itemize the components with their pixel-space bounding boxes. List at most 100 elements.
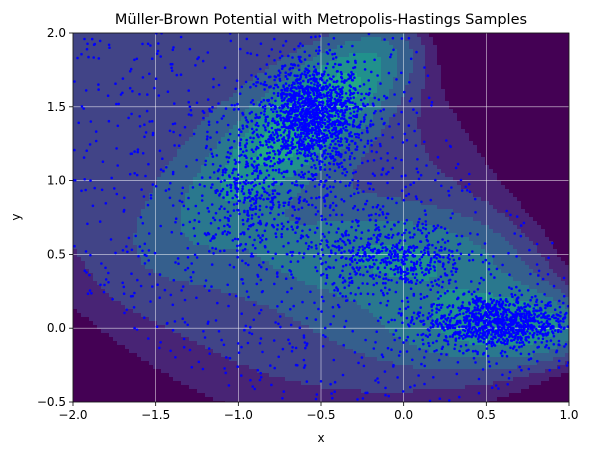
contour-cell [145,213,150,218]
contour-cell [261,373,266,378]
contour-cell [233,349,238,354]
contour-cell [217,189,222,194]
contour-cell [121,385,126,390]
contour-cell [173,301,178,306]
contour-cell [281,153,286,158]
contour-cell [233,137,238,142]
contour-cell [165,181,170,186]
contour-cell [265,201,270,206]
contour-cell [257,93,262,98]
contour-cell [217,149,222,154]
contour-cell [101,333,106,338]
contour-cell [181,181,186,186]
contour-cell [153,265,158,270]
contour-cell [157,153,162,158]
contour-cell [277,333,282,338]
contour-cell [89,245,94,250]
contour-cell [137,393,142,398]
contour-cell [173,213,178,218]
contour-cell [137,365,142,370]
contour-cell [229,381,234,386]
contour-cell [137,117,142,122]
contour-cell [221,181,226,186]
contour-cell [141,217,146,222]
contour-cell [177,177,182,182]
contour-cell [141,301,146,306]
contour-cell [149,173,154,178]
contour-cell [109,261,114,266]
contour-cell [237,257,242,262]
contour-cell [77,369,82,374]
contour-cell [269,253,274,258]
contour-cell [85,145,90,150]
contour-cell [209,173,214,178]
contour-cell [101,133,106,138]
contour-cell [157,141,162,146]
contour-cell [121,345,126,350]
contour-cell [201,401,206,402]
contour-cell [281,393,286,398]
contour-cell [73,113,78,118]
contour-cell [169,37,174,42]
contour-cell [133,277,138,282]
contour-cell [197,257,202,262]
contour-cell [197,221,202,226]
contour-cell [193,245,198,250]
contour-cell [177,69,182,74]
contour-cell [117,41,122,46]
contour-cell [261,313,266,318]
contour-cell [85,181,90,186]
contour-cell [205,317,210,322]
contour-cell [237,205,242,210]
contour-cell [113,169,118,174]
contour-cell [265,277,270,282]
contour-cell [133,53,138,58]
contour-cell [253,57,258,62]
contour-cell [101,329,106,334]
contour-cell [125,237,130,242]
contour-cell [141,57,146,62]
contour-cell [209,297,214,302]
contour-cell [225,165,230,170]
contour-cell [109,169,114,174]
contour-cell [197,129,202,134]
contour-cell [149,101,154,106]
contour-cell [125,321,130,326]
contour-cell [141,233,146,238]
contour-cell [217,269,222,274]
contour-cell [265,209,270,214]
contour-cell [221,305,226,310]
contour-cell [141,33,146,38]
contour-cell [273,173,278,178]
contour-cell [229,177,234,182]
contour-cell [173,109,178,114]
contour-cell [205,49,210,54]
contour-cell [213,77,218,82]
contour-cell [153,217,158,222]
contour-cell [257,201,262,206]
contour-cell [257,117,262,122]
contour-cell [77,365,82,370]
contour-cell [97,113,102,118]
contour-cell [185,393,190,398]
contour-cell [141,273,146,278]
contour-cell [257,237,262,242]
contour-cell [129,241,134,246]
contour-cell [237,277,242,282]
contour-cell [277,385,282,390]
contour-cell [217,301,222,306]
contour-cell [157,309,162,314]
contour-cell [265,349,270,354]
contour-cell [97,181,102,186]
contour-cell [81,305,86,310]
contour-cell [201,393,206,398]
contour-cell [197,293,202,298]
contour-cell [149,313,154,318]
contour-cell [165,49,170,54]
contour-cell [77,33,82,38]
contour-cell [77,225,82,230]
contour-cell [201,245,206,250]
contour-cell [193,261,198,266]
contour-cell [201,85,206,90]
contour-cell [89,233,94,238]
